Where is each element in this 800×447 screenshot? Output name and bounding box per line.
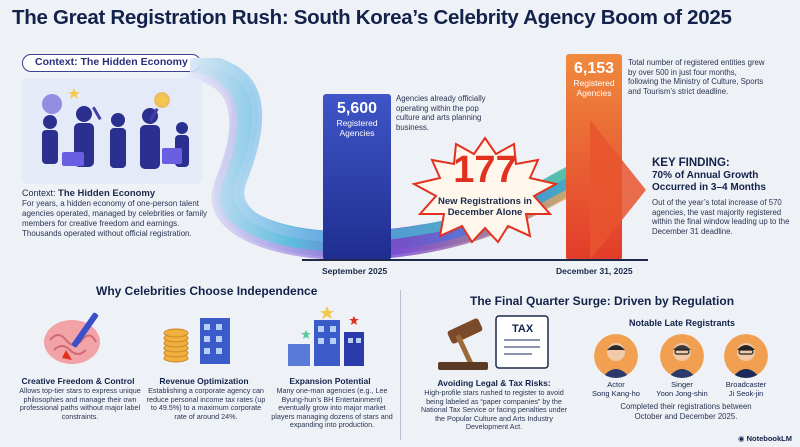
avatar-singer [660,334,704,378]
september-axis-label: September 2025 [322,266,388,276]
notable-registrants-title: Notable Late Registrants [628,318,736,328]
december-registrations-number: 177 [453,149,517,191]
celebrity-crowd-illustration [22,78,202,184]
page-title: The Great Registration Rush: South Korea… [12,6,732,29]
expansion-potential-body: Many one-man agencies (e.g., Lee Byung-h… [271,386,393,430]
december-registrations-text: New Registrations in December Alone [438,196,532,218]
september-bar-label: Registered Agencies [336,118,378,138]
notebooklm-label: NotebookLM [746,434,792,443]
avatar-broadcaster [724,334,768,378]
december-value: 6,153 [573,60,615,77]
section-divider [400,290,401,440]
notebooklm-logo-icon: ◉ [737,434,747,443]
key-finding-title: KEY FINDING: [652,157,730,169]
registrant-actor: Actor Song Kang-ho [581,380,651,398]
registrant-singer: Singer Yoon Jong-shin [647,380,717,398]
september-bar: 5,600 Registered Agencies [323,94,391,260]
registrant-singer-role: Singer [671,380,693,389]
brain-paintbrush-icon [44,312,100,364]
registrant-broadcaster: Broadcaster Ji Seok-jin [711,380,781,398]
september-note: Agencies already officially operating wi… [396,94,486,132]
registrants-completed-note: Completed their registrations between Oc… [620,402,752,421]
december-bar-label: Registered Agencies [573,78,615,98]
registrant-actor-role: Actor [607,380,625,389]
coins-building-icon [163,318,230,364]
why-section-title: Why Celebrities Choose Independence [96,284,318,298]
context-pill: Context: The Hidden Economy [22,54,201,72]
growing-buildings-icon [288,306,364,366]
registrant-broadcaster-name: Ji Seok-jin [728,389,764,398]
registrant-broadcaster-role: Broadcaster [725,380,767,389]
registrant-actor-name: Song Kang-ho [592,389,640,398]
starburst-shape [411,136,559,244]
context-heading-prefix: Context: [22,188,59,198]
legal-tax-heading: Avoiding Legal & Tax Risks: [437,378,551,388]
legal-tax-body: High-profile stars rushed to register to… [420,388,568,432]
tax-label: TAX [512,323,534,335]
avatar-actor [594,334,638,378]
arrow-shape [590,120,646,260]
september-value: 5,600 [336,100,378,117]
revenue-optimization-heading: Revenue Optimization [159,376,249,386]
context-heading: Context: The Hidden Economy [22,188,212,199]
creative-freedom-heading: Creative Freedom & Control [21,376,135,386]
surge-section-title: The Final Quarter Surge: Driven by Regul… [470,294,735,308]
creative-freedom-body: Allows top-tier stars to express unique … [19,386,141,421]
expansion-potential-heading: Expansion Potential [289,376,371,386]
context-heading-bold: The Hidden Economy [58,188,156,199]
december-note: Total number of registered entities grew… [628,58,765,96]
context-body: For years, a hidden economy of one-perso… [22,199,207,238]
timeline-axis [302,259,648,261]
gavel-tax-document-icon: TAX [438,315,549,370]
notebooklm-watermark: ◉ NotebookLM [738,434,792,443]
key-finding-body: Out of the year’s total increase of 570 … [652,198,790,236]
key-finding-subtitle: 70% of Annual Growth Occurred in 3–4 Mon… [652,170,766,193]
registrant-singer-name: Yoon Jong-shin [656,389,708,398]
december-axis-label: December 31, 2025 [556,266,633,276]
revenue-optimization-body: Establishing a corporate agency can redu… [146,386,266,421]
